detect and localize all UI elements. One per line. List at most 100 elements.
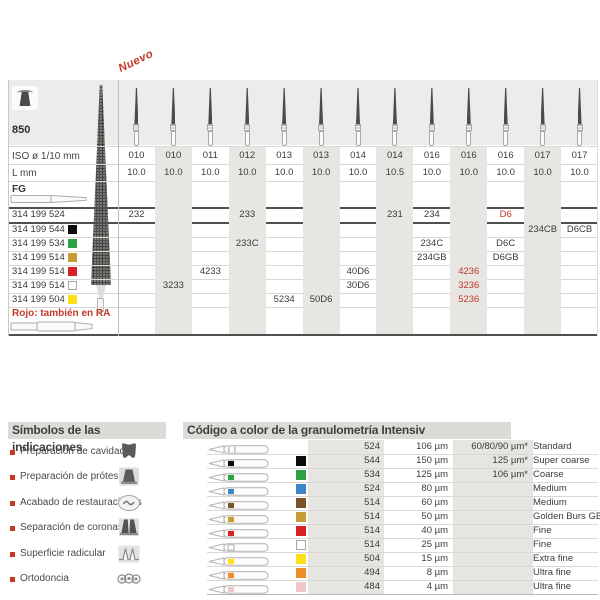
catalog-cell: 232	[128, 209, 145, 220]
bur-tip	[577, 88, 582, 124]
catalog-cell: D6C	[496, 238, 516, 249]
symbol-label: Preparación de cavidades	[20, 446, 136, 457]
grit-color-square	[296, 554, 306, 564]
bur-tip	[392, 88, 397, 124]
length-cell: 10.0	[570, 167, 589, 178]
catalog-cell: 234GB	[417, 252, 447, 263]
grit-label: Standard	[533, 441, 572, 452]
iso-cell: 013	[313, 150, 329, 161]
bur-collar	[502, 124, 509, 131]
mini-bur-image	[243, 88, 251, 146]
catalog-cell: 234CB	[528, 224, 558, 235]
grit-size: 4 µm	[426, 581, 448, 592]
grit-label: Medium	[533, 483, 567, 494]
grit-alt-size: 106 µm*	[492, 469, 528, 480]
prosthesis-icon	[117, 467, 141, 487]
symbol-item: Superficie radicular	[8, 545, 168, 570]
bur-shank	[244, 131, 250, 146]
symbol-bullet	[10, 450, 15, 455]
mini-bur-image	[502, 88, 510, 146]
symbol-item: Acabado de restauraciones	[8, 494, 168, 519]
column-shade-band	[302, 147, 340, 334]
catalog-cell: 234	[423, 209, 440, 220]
grit-bur-image	[208, 526, 270, 538]
bur-tip	[319, 88, 324, 124]
grit-row: 544 150 µm 125 µm* Super coarse	[207, 454, 598, 468]
column-shade-band	[228, 147, 266, 334]
grit-bur-image	[208, 456, 270, 468]
bur-tip	[540, 88, 545, 124]
bur-collar	[391, 124, 398, 131]
bur-tip	[208, 88, 213, 124]
grit-code-column-band	[308, 440, 384, 594]
order-code: 314 199 504	[12, 294, 65, 305]
grit-label: Fine	[533, 525, 552, 536]
column-shade-band	[524, 147, 562, 334]
grit-alt-size	[455, 510, 528, 524]
length-cell: 10.0	[274, 167, 294, 178]
shank-type-label: FG	[12, 184, 26, 195]
symbol-bullet	[10, 551, 15, 557]
symbol-bullet	[10, 526, 15, 532]
bur-profile-icon	[17, 90, 33, 95]
catalog-cell: 3236	[458, 280, 480, 291]
bur-collar	[539, 124, 546, 131]
grit-label: Golden Burs GB	[533, 511, 600, 522]
grit-code: 484	[364, 581, 380, 592]
grit-code: 514	[364, 497, 380, 508]
grit-size: 150 µm	[416, 455, 448, 466]
grit-label: Extra fine	[533, 553, 574, 564]
mini-bur-image	[317, 88, 325, 146]
grit-alt-size	[455, 482, 528, 496]
grit-row-divider	[207, 454, 598, 455]
bur-shank	[392, 131, 398, 146]
iso-cell: 016	[423, 150, 440, 161]
grit-section-title: Código a color de la granulometría Inten…	[183, 422, 511, 439]
length-cell: 10.0	[127, 167, 146, 178]
mini-bur-image	[206, 88, 214, 146]
table-right-border	[597, 80, 598, 336]
symbol-label: Separación de coronas	[20, 522, 123, 534]
iso-cell: 017	[534, 150, 551, 161]
grit-code: 524	[364, 483, 380, 494]
mini-bur-image	[354, 88, 362, 146]
length-cell: 10.0	[164, 167, 183, 178]
grit-bur-image	[208, 470, 270, 482]
grit-alt-size: 125 µm*	[492, 455, 528, 466]
grit-size: 25 µm	[421, 539, 448, 550]
grit-alt-size	[455, 552, 528, 566]
grit-size: 50 µm	[421, 511, 448, 522]
grit-size: 125 µm	[416, 469, 448, 480]
grit-row-divider	[207, 468, 598, 469]
catalog-cell: 50D6	[309, 294, 333, 305]
catalog-cell: 233	[239, 209, 256, 220]
catalog-cell: 40D6	[346, 266, 370, 277]
bur-shank	[429, 131, 435, 146]
grit-row: 504 15 µm Extra fine	[207, 552, 598, 566]
grit-code: 534	[364, 469, 380, 480]
bur-tip	[282, 88, 287, 124]
mini-bur-image	[428, 88, 436, 146]
bur-tip	[503, 88, 508, 124]
grit-color-square	[296, 582, 306, 592]
bur-profile-shape	[19, 91, 31, 106]
length-cell: 10.0	[348, 167, 368, 178]
order-code: 314 199 514	[12, 280, 65, 291]
grit-color-square	[296, 512, 306, 522]
iso-cell: 016	[460, 150, 477, 161]
grit-row: 514 25 µm Fine	[207, 538, 598, 552]
bur-tip	[429, 88, 434, 124]
bur-shank	[577, 131, 583, 146]
symbol-item: Ortodoncia	[8, 571, 168, 595]
symbol-bullet	[10, 500, 15, 506]
grit-row: 534 125 µm 106 µm* Coarse	[207, 468, 598, 482]
catalog-cell: D6CB	[566, 224, 593, 235]
grit-size: 40 µm	[421, 525, 448, 536]
length-cell: 10.0	[201, 167, 220, 178]
grit-row-divider	[207, 566, 598, 567]
column-shade-band	[376, 147, 414, 334]
bur-collar	[318, 124, 325, 131]
grit-row: 514 50 µm Golden Burs GB	[207, 510, 600, 524]
grit-code: 504	[364, 553, 380, 564]
order-code: 314 199 524	[12, 209, 65, 220]
